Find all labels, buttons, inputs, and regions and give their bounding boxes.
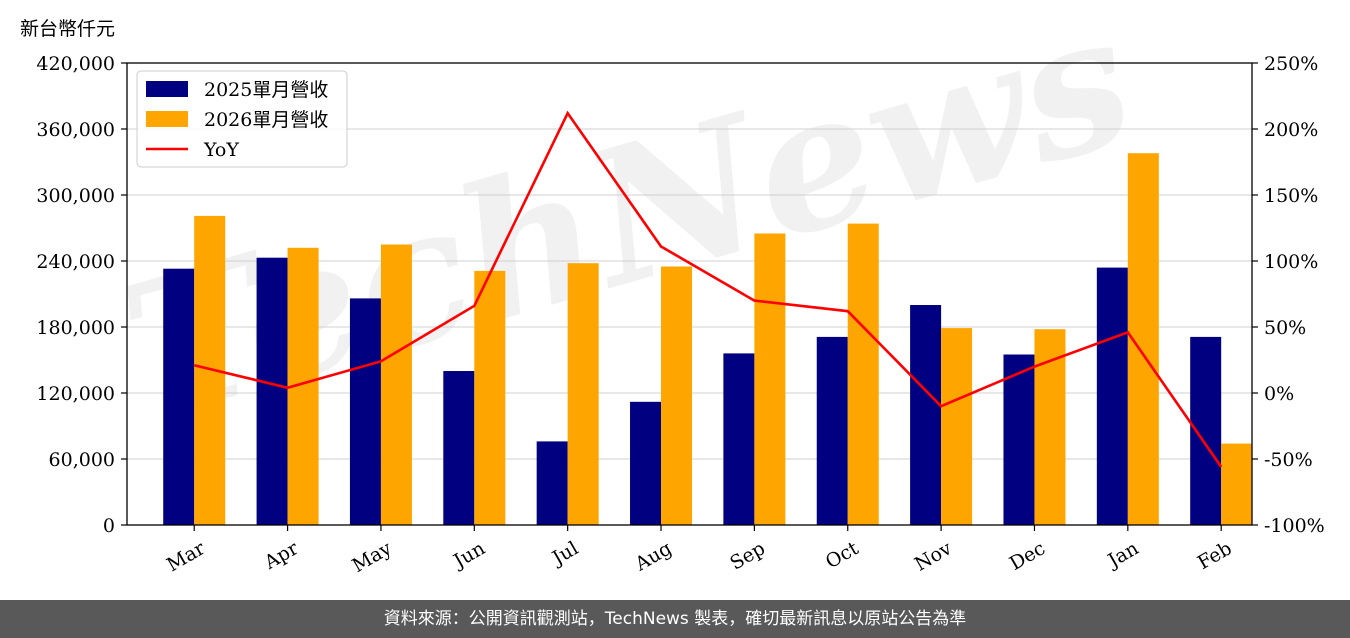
bar-2025-nov bbox=[910, 305, 942, 525]
x-tick-label-mar: Mar bbox=[163, 537, 209, 576]
x-tick-label-feb: Feb bbox=[1194, 537, 1236, 574]
footer-source-note: 資料來源：公開資訊觀測站，TechNews 製表，確切最新訊息以原站公告為準 bbox=[0, 600, 1350, 638]
bar-2025-oct bbox=[816, 336, 848, 525]
x-tick-label-jun: Jun bbox=[448, 537, 489, 573]
bar-2026-may bbox=[380, 244, 412, 525]
bar-2026-jun bbox=[474, 270, 506, 525]
bar-2026-feb bbox=[1221, 443, 1253, 525]
y-left-tick-label: 360,000 bbox=[36, 119, 115, 141]
bar-2026-oct bbox=[847, 223, 879, 525]
y-left-tick-label: 120,000 bbox=[36, 383, 115, 405]
x-tick-label-may: May bbox=[348, 537, 395, 577]
bar-2025-jun bbox=[443, 371, 475, 525]
y-right-tick-label: 0% bbox=[1264, 383, 1294, 405]
y-right-tick-label: 50% bbox=[1264, 317, 1306, 339]
bar-2025-apr bbox=[256, 257, 288, 525]
legend-entry-2025-swatch bbox=[146, 81, 188, 97]
y-right-tick-label: -50% bbox=[1264, 449, 1313, 471]
x-tick-label-jul: Jul bbox=[547, 537, 582, 570]
y-left-tick-label: 60,000 bbox=[49, 449, 115, 471]
y-left-tick-label: 300,000 bbox=[36, 185, 115, 207]
y-axis-unit-label: 新台幣仟元 bbox=[20, 18, 116, 40]
x-tick-label-aug: Aug bbox=[631, 537, 676, 576]
x-tick-label-nov: Nov bbox=[911, 537, 956, 576]
legend: 2025單月營收 2026單月營收 YoY bbox=[136, 70, 348, 168]
bar-2026-aug bbox=[661, 266, 693, 525]
x-tick-label-sep: Sep bbox=[726, 537, 769, 574]
legend-box bbox=[136, 70, 348, 168]
y-right-tick-label: 150% bbox=[1264, 185, 1318, 207]
bar-2025-dec bbox=[1003, 354, 1035, 525]
bar-2025-jan bbox=[1096, 267, 1128, 525]
y-left-tick-label: 180,000 bbox=[36, 317, 115, 339]
bar-2026-nov bbox=[941, 328, 973, 525]
bar-2025-mar bbox=[163, 268, 195, 525]
y-left-tick-label: 420,000 bbox=[36, 53, 115, 75]
plot-frame bbox=[126, 62, 1253, 526]
legend-entry-2025-label: 2025單月營收 bbox=[204, 79, 328, 101]
x-tick-label-jan: Jan bbox=[1103, 537, 1143, 573]
y-left-tick-label: 0 bbox=[103, 515, 115, 537]
y-right-tick-label: 250% bbox=[1264, 53, 1318, 75]
y-right-tick-label: 200% bbox=[1264, 119, 1318, 141]
bar-2026-sep bbox=[754, 233, 786, 525]
bar-2025-aug bbox=[630, 401, 662, 525]
y-right-tick-label: 100% bbox=[1264, 251, 1318, 273]
legend-entry-2026-swatch bbox=[146, 111, 188, 127]
x-tick-label-apr: Apr bbox=[260, 537, 303, 574]
x-tick-label-oct: Oct bbox=[822, 537, 863, 573]
legend-entry-2026-label: 2026單月營收 bbox=[204, 109, 328, 131]
yoy-line bbox=[193, 110, 1223, 468]
bar-2026-jul bbox=[567, 263, 599, 525]
x-tick-label-dec: Dec bbox=[1006, 537, 1049, 575]
legend-entry-yoy-label: YoY bbox=[203, 139, 239, 161]
bar-2025-jul bbox=[536, 441, 568, 525]
bar-2025-may bbox=[349, 298, 381, 525]
revenue-chart: TechNews060,000120,000180,000240,000300,… bbox=[36, 0, 1325, 577]
y-left-tick-label: 240,000 bbox=[36, 251, 115, 273]
bar-2025-sep bbox=[723, 353, 755, 525]
y-right-tick-label: -100% bbox=[1264, 515, 1325, 537]
bar-2026-dec bbox=[1034, 329, 1066, 525]
